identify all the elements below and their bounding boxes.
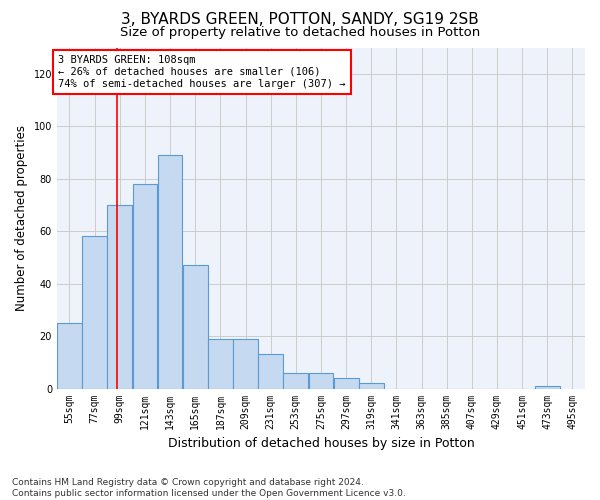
Bar (82, 236, 107, 388)
Bar (57, 323, 82, 388)
Bar (233, 338, 258, 388)
Bar (359, 384, 383, 388)
Bar (535, 386, 560, 388)
X-axis label: Distribution of detached houses by size in Potton: Distribution of detached houses by size … (167, 437, 475, 450)
Bar (258, 354, 283, 388)
Bar (334, 378, 359, 388)
Bar (107, 205, 132, 388)
Bar (308, 373, 334, 388)
Bar (283, 373, 308, 388)
Bar (158, 155, 182, 388)
Text: 3, BYARDS GREEN, POTTON, SANDY, SG19 2SB: 3, BYARDS GREEN, POTTON, SANDY, SG19 2SB (121, 12, 479, 28)
Text: Size of property relative to detached houses in Potton: Size of property relative to detached ho… (120, 26, 480, 39)
Y-axis label: Number of detached properties: Number of detached properties (15, 125, 28, 311)
Text: Contains HM Land Registry data © Crown copyright and database right 2024.
Contai: Contains HM Land Registry data © Crown c… (12, 478, 406, 498)
Bar (208, 338, 233, 388)
Bar (133, 184, 157, 388)
Text: 3 BYARDS GREEN: 108sqm
← 26% of detached houses are smaller (106)
74% of semi-de: 3 BYARDS GREEN: 108sqm ← 26% of detached… (58, 56, 346, 88)
Bar (183, 266, 208, 388)
